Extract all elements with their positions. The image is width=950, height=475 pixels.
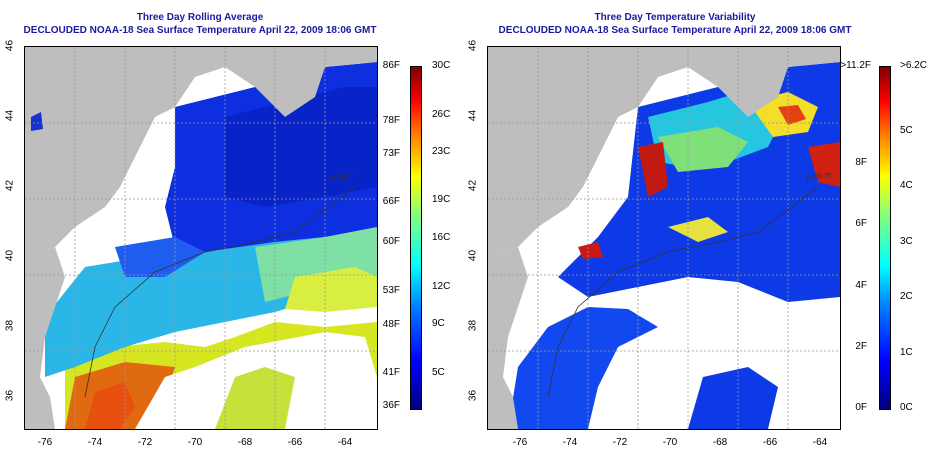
x-tick-label: -64 [337, 437, 353, 448]
colorbar-tick-c: 0C [900, 402, 913, 413]
y-tick-label: 40 [467, 249, 479, 262]
colorbar-tick-f: 66F [382, 196, 400, 207]
temperature-colorbar [410, 66, 422, 410]
colorbar-tick-f: 2F [855, 341, 867, 352]
colorbar-tick-f: >11.2F [840, 60, 871, 71]
colorbar-tick-f: 53F [382, 285, 400, 296]
y-tick-label: 44 [467, 109, 479, 122]
colorbar-tick-f: 41F [382, 367, 400, 378]
colorbar-tick-c: 3C [900, 236, 913, 247]
y-tick-label: 42 [4, 179, 16, 192]
y-tick-label: 36 [467, 389, 479, 402]
x-tick-label: -70 [662, 437, 678, 448]
colorbar-tick-c: 5C [900, 125, 913, 136]
colorbar-tick-c: 30C [432, 60, 451, 71]
x-tick-label: -68 [237, 437, 253, 448]
y-tick-label: 46 [4, 39, 16, 52]
x-tick-label: -66 [287, 437, 303, 448]
y-tick-label: 46 [467, 39, 479, 52]
colorbar-tick-c: 16C [432, 232, 451, 243]
colorbar-tick-f: 78F [382, 115, 400, 126]
y-tick-label: 38 [467, 319, 479, 332]
x-tick-label: -64 [812, 437, 828, 448]
x-tick-label: -76 [37, 437, 53, 448]
colorbar-tick-f: 0F [855, 402, 867, 413]
colorbar-tick-c: 19C [432, 194, 451, 205]
panel-title: Three Day Rolling Average [136, 12, 264, 23]
panel-title: Three Day Temperature Variability [594, 12, 756, 23]
colorbar-tick-c: 12C [432, 281, 451, 292]
colorbar-tick-f: 6F [855, 218, 867, 229]
colorbar-tick-c: 9C [432, 318, 445, 329]
colorbar-tick-f: 36F [382, 400, 400, 411]
colorbar-tick-c: 1C [900, 347, 913, 358]
x-tick-label: -74 [87, 437, 103, 448]
colorbar-tick-f: 8F [855, 157, 867, 168]
colorbar-tick-c: 23C [432, 146, 451, 157]
colorbar-tick-c: 5C [432, 367, 445, 378]
colorbar-tick-f: 86F [382, 60, 400, 71]
colorbar-tick-f: 48F [382, 319, 400, 330]
colorbar-tick-f: 73F [382, 148, 400, 159]
sst-average-panel: Three Day Rolling Average DECLOUDED NOAA… [4, 12, 451, 448]
variability-colorbar [879, 66, 891, 410]
y-tick-label: 38 [4, 319, 16, 332]
colorbar-tick-c: 2C [900, 291, 913, 302]
panel-subtitle: DECLOUDED NOAA-18 Sea Surface Temperatur… [498, 25, 852, 36]
colorbar-tick-f: 60F [382, 236, 400, 247]
colorbar-tick-c: 4C [900, 180, 913, 191]
panel-subtitle: DECLOUDED NOAA-18 Sea Surface Temperatur… [23, 25, 377, 36]
x-tick-label: -74 [562, 437, 578, 448]
colorbar-tick-c: >6.2C [900, 60, 927, 71]
x-tick-label: -76 [512, 437, 528, 448]
x-tick-label: -66 [762, 437, 778, 448]
y-tick-label: 42 [467, 179, 479, 192]
colorbar-tick-f: 4F [855, 280, 867, 291]
sst-variability-map [487, 46, 841, 430]
sst-average-map [24, 46, 378, 430]
y-tick-label: 36 [4, 389, 16, 402]
y-tick-label: 44 [4, 109, 16, 122]
x-tick-label: -72 [137, 437, 153, 448]
x-tick-label: -68 [712, 437, 728, 448]
y-tick-label: 40 [4, 249, 16, 262]
colorbar-tick-c: 26C [432, 109, 451, 120]
x-tick-label: -70 [187, 437, 203, 448]
x-tick-label: -72 [612, 437, 628, 448]
sst-variability-panel: Three Day Temperature Variability DECLOU… [468, 0, 950, 475]
